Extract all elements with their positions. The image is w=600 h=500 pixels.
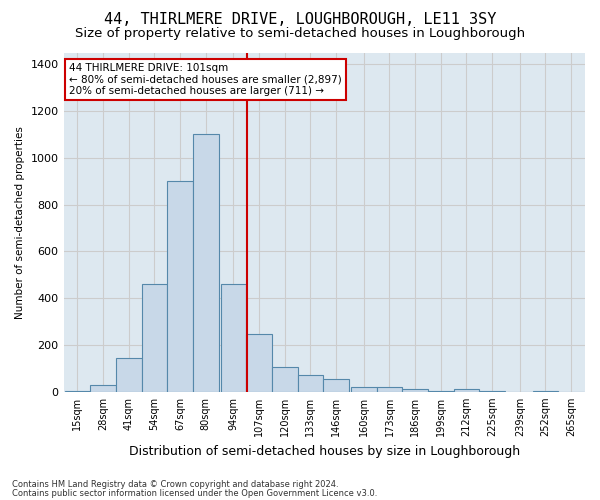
Bar bbox=[402, 390, 428, 392]
Bar bbox=[167, 181, 193, 392]
Bar bbox=[479, 390, 505, 392]
Bar bbox=[428, 390, 454, 392]
Y-axis label: Number of semi-detached properties: Number of semi-detached properties bbox=[15, 126, 25, 318]
Text: Contains public sector information licensed under the Open Government Licence v3: Contains public sector information licen… bbox=[12, 488, 377, 498]
Text: 44 THIRLMERE DRIVE: 101sqm
← 80% of semi-detached houses are smaller (2,897)
20%: 44 THIRLMERE DRIVE: 101sqm ← 80% of semi… bbox=[69, 62, 341, 96]
Bar bbox=[272, 366, 298, 392]
Bar bbox=[142, 284, 167, 392]
Bar bbox=[116, 358, 142, 392]
Bar bbox=[454, 390, 479, 392]
Bar bbox=[193, 134, 218, 392]
Bar bbox=[533, 390, 559, 392]
Bar bbox=[90, 386, 116, 392]
Bar bbox=[351, 386, 377, 392]
Text: 44, THIRLMERE DRIVE, LOUGHBOROUGH, LE11 3SY: 44, THIRLMERE DRIVE, LOUGHBOROUGH, LE11 … bbox=[104, 12, 496, 28]
Bar bbox=[246, 334, 272, 392]
Bar bbox=[65, 390, 90, 392]
Bar bbox=[221, 284, 246, 392]
Bar bbox=[298, 376, 323, 392]
Bar bbox=[323, 379, 349, 392]
Bar bbox=[377, 386, 402, 392]
Text: Size of property relative to semi-detached houses in Loughborough: Size of property relative to semi-detach… bbox=[75, 28, 525, 40]
X-axis label: Distribution of semi-detached houses by size in Loughborough: Distribution of semi-detached houses by … bbox=[129, 444, 520, 458]
Text: Contains HM Land Registry data © Crown copyright and database right 2024.: Contains HM Land Registry data © Crown c… bbox=[12, 480, 338, 489]
